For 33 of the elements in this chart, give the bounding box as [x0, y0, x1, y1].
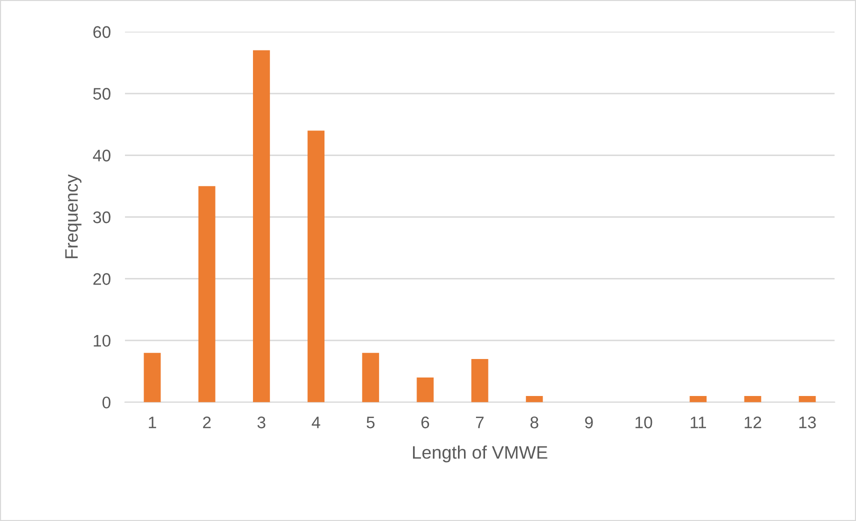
- x-tick-label: 5: [366, 416, 375, 428]
- bar: [416, 378, 434, 402]
- y-tick-label: 30: [93, 211, 110, 224]
- y-axis-title: Frequency: [65, 174, 82, 258]
- y-tick-label: 60: [93, 26, 110, 38]
- bar: [526, 396, 543, 402]
- bar: [362, 352, 380, 402]
- bar: [308, 130, 324, 402]
- x-tick-label: 13: [799, 416, 816, 428]
- x-tick-label: 3: [257, 416, 266, 428]
- y-tick-label: 50: [93, 88, 110, 100]
- bar: [690, 396, 707, 402]
- x-tick-label: 12: [744, 416, 762, 428]
- x-tick-label: 4: [312, 416, 320, 428]
- x-tick-label: 11: [690, 416, 706, 428]
- y-tick-label: 10: [94, 334, 110, 347]
- x-tick-label: 8: [530, 416, 538, 428]
- y-tick-label: 40: [92, 150, 110, 162]
- bar: [471, 358, 488, 402]
- x-tick-label: 10: [636, 416, 652, 428]
- bar: [744, 396, 762, 402]
- x-tick-label: 6: [421, 416, 430, 428]
- bar: [144, 352, 161, 402]
- bar: [198, 186, 216, 402]
- y-tick-label: 20: [93, 273, 110, 285]
- bar: [252, 50, 270, 402]
- bar: [798, 396, 816, 402]
- x-tick-label: 2: [203, 416, 211, 428]
- y-tick-label: 0: [102, 396, 110, 408]
- x-tick-label: 7: [476, 416, 484, 428]
- x-tick-label: 9: [585, 416, 593, 428]
- x-axis-title: Length of VMWE: [413, 446, 548, 462]
- x-tick-label: 1: [148, 416, 156, 428]
